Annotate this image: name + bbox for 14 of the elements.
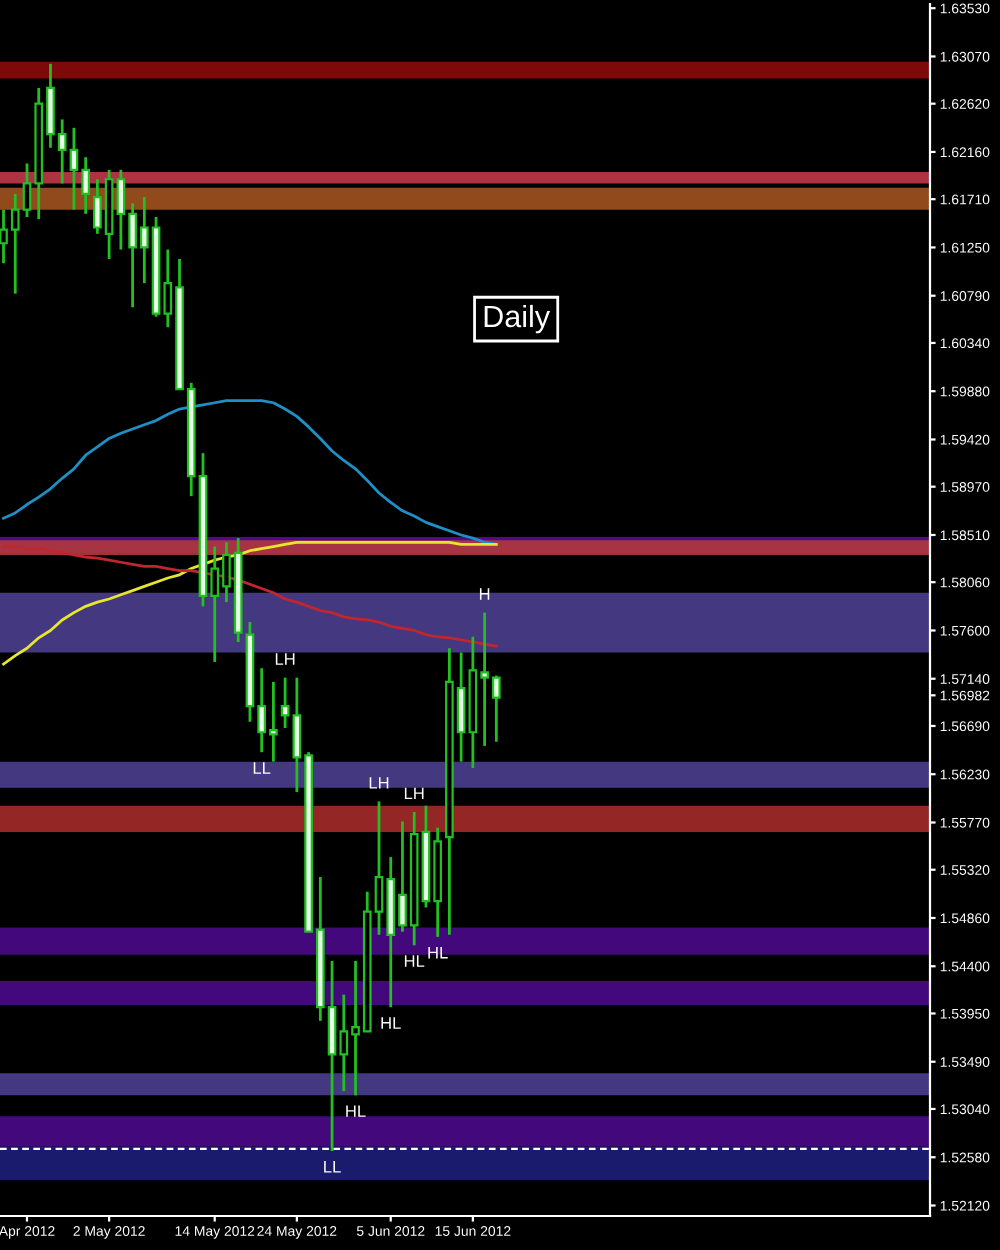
annotation: LH [369,777,389,789]
annotation: HL [428,946,448,959]
annotation: LH [275,653,295,665]
line-series [2,399,498,546]
text: Daily [484,304,551,334]
annotation: LH [404,787,424,800]
annotation: HL [381,1017,401,1029]
line-series [2,540,498,666]
annotation: HL [346,1105,366,1117]
line-series [2,545,498,648]
candlestick [280,676,290,730]
annotation: HL [404,955,425,967]
annotation: LL [253,762,271,774]
annotation: LL [324,1161,341,1173]
